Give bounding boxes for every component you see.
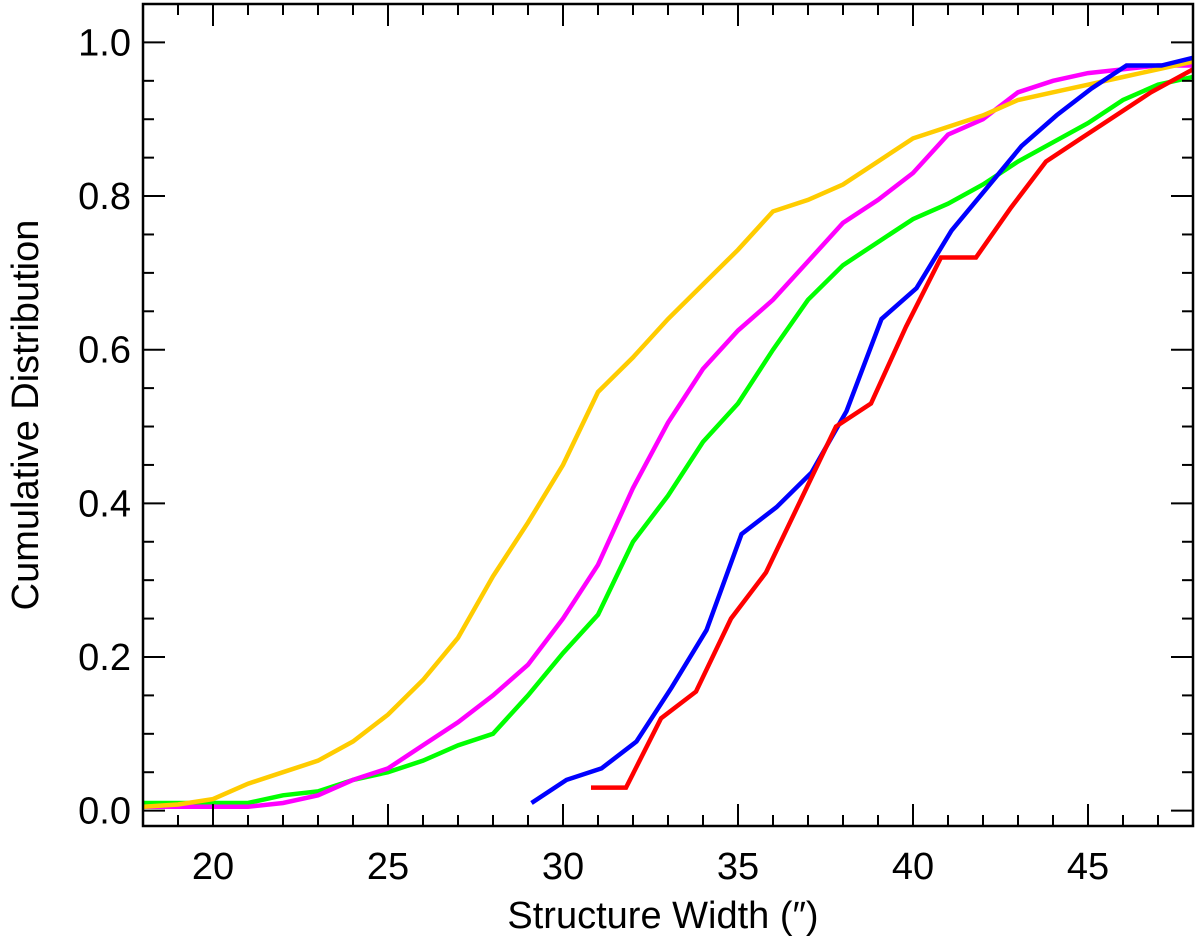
y-tick-label: 0.4 (78, 483, 131, 525)
x-tick-label: 35 (717, 846, 759, 888)
axis-tick-labels: 20 25 30 35 40 45 0.0 0.2 0.4 0.6 0.8 1.0 (78, 22, 1109, 888)
x-tick-label: 25 (367, 846, 409, 888)
plot-area (143, 55, 1193, 810)
y-axis-title: Cumulative Distribution (5, 220, 47, 611)
x-tick-label: 40 (892, 846, 934, 888)
plot-frame (141, 2, 1195, 828)
x-tick-label: 30 (542, 846, 584, 888)
y-tick-label: 0.8 (78, 176, 131, 218)
y-tick-label: 0.6 (78, 330, 131, 372)
series-line-4 (530, 55, 1193, 805)
x-tick-label: 20 (192, 846, 234, 888)
y-tick-label: 0.0 (78, 791, 131, 833)
x-tick-label: 45 (1067, 846, 1109, 888)
series-line-1 (143, 74, 1193, 806)
series-line-5 (591, 67, 1193, 790)
series-line-2 (143, 63, 1193, 810)
y-tick-label: 1.0 (78, 22, 131, 64)
axis-ticks (142, 3, 1194, 826)
series-line-3 (143, 59, 1193, 810)
x-axis-title: Structure Width (″) (507, 895, 818, 937)
y-tick-label: 0.2 (78, 637, 131, 679)
